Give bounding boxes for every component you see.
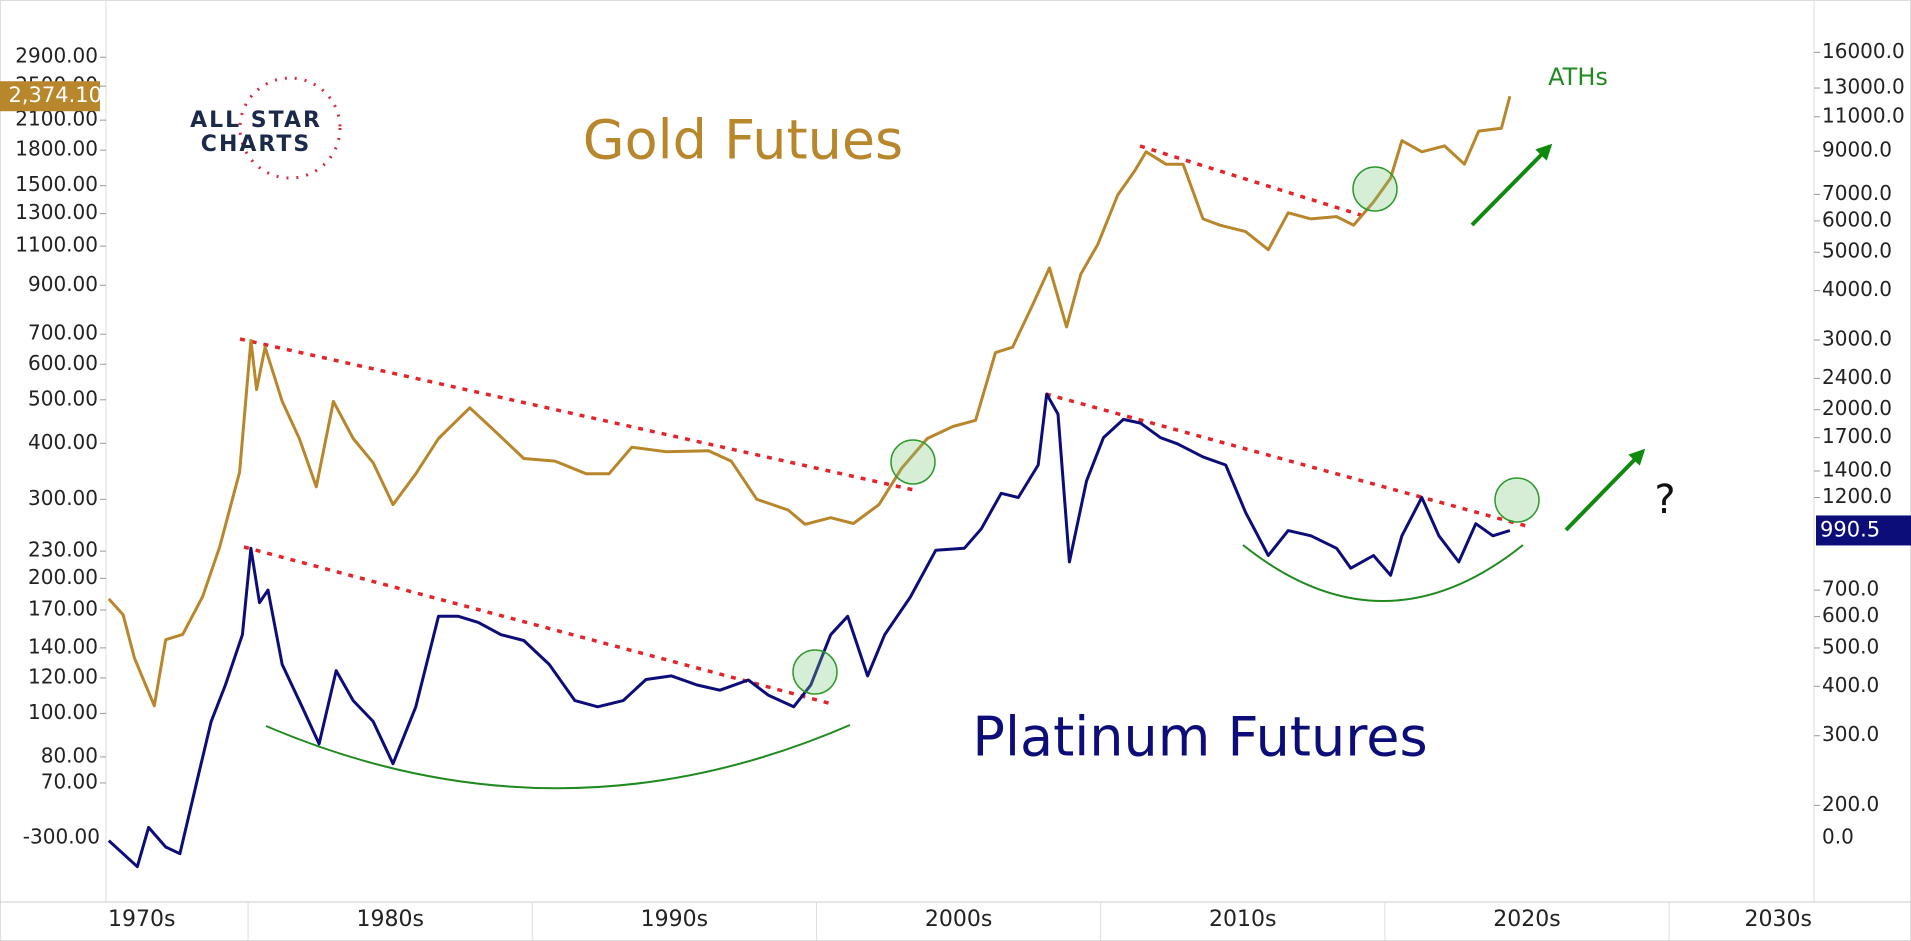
- y2-tick-label: 1200.0: [1822, 484, 1892, 508]
- last-price-label: 990.5: [1820, 517, 1880, 541]
- y-tick-label: 2100.00: [15, 107, 98, 131]
- y2-tick-label: 5000.0: [1822, 239, 1892, 263]
- y2-tick-label: 300.0: [1822, 722, 1879, 746]
- series-label: Platinum Futures: [972, 706, 1427, 769]
- y-tick-label: 70.00: [41, 769, 98, 793]
- y-tick-label: 900.00: [28, 272, 98, 296]
- logo-text: ALL STAR: [190, 108, 322, 133]
- y2-tick-label: 11000.0: [1822, 103, 1905, 127]
- arrow: [1564, 448, 1646, 532]
- y2-tick-label: 13000.0: [1822, 75, 1905, 99]
- y2-tick-label: 700.0: [1822, 577, 1879, 601]
- y2-tick-label: 4000.0: [1822, 277, 1892, 301]
- logo-text: CHARTS: [201, 132, 311, 157]
- x-tick-label: 1980s: [356, 907, 423, 932]
- x-tick-label: 2030s: [1745, 907, 1812, 932]
- last-price-label: 2,374.10: [8, 83, 102, 107]
- y2-tick-label: 6000.0: [1822, 207, 1892, 231]
- x-tick-label: 1970s: [108, 907, 175, 932]
- y-tick-label: 230.00: [28, 538, 98, 562]
- y-tick-label: 1300.00: [15, 200, 98, 224]
- y2-tick-label: 1400.0: [1822, 458, 1892, 482]
- y-tick-label: 400.00: [28, 430, 98, 454]
- y-tick-label: 80.00: [41, 743, 98, 767]
- y-extra-label: -300.00: [23, 825, 100, 849]
- breakout-circle: [890, 439, 936, 485]
- y-tick-label: 120.00: [28, 664, 98, 688]
- x-tick-label: 2000s: [925, 907, 992, 932]
- series-line: [107, 95, 1512, 708]
- y2-tick-label: 2400.0: [1822, 365, 1892, 389]
- x-tick-label: 2020s: [1493, 907, 1560, 932]
- annotation: ?: [1654, 477, 1675, 523]
- last-price-badge: [0, 81, 100, 112]
- annotation: ATHs: [1548, 63, 1608, 91]
- y-tick-label: 200.00: [28, 565, 98, 589]
- y-tick-label: 1100.00: [15, 233, 98, 257]
- y2-tick-label: 200.0: [1822, 792, 1879, 816]
- series-label: Gold Futues: [583, 109, 903, 172]
- y2-tick-label: 1700.0: [1822, 424, 1892, 448]
- y2-tick-label: 16000.0: [1822, 39, 1905, 63]
- plot: [107, 95, 1512, 869]
- y2-tick-label: 600.0: [1822, 603, 1879, 627]
- y-tick-label: 600.00: [28, 351, 98, 375]
- series-line: [107, 392, 1511, 869]
- y-tick-label: 1500.00: [15, 172, 98, 196]
- last-price-badge: [1816, 515, 1911, 546]
- y-tick-label: 2900.00: [15, 44, 98, 68]
- y-tick-label: 170.00: [28, 597, 98, 621]
- y-tick-label: 700.00: [28, 321, 98, 345]
- y2-tick-label: 500.0: [1822, 634, 1879, 658]
- y2-tick-label: 7000.0: [1822, 181, 1892, 205]
- base-arc: [1242, 544, 1524, 602]
- breakout-circle: [1494, 477, 1540, 523]
- trend-line: [243, 545, 833, 706]
- y-tick-label: 140.00: [28, 634, 98, 658]
- y2-tick-label: 3000.0: [1822, 327, 1892, 351]
- y2-tick-label: 9000.0: [1822, 138, 1892, 162]
- trend-line: [1139, 144, 1368, 219]
- y-tick-label: 1800.00: [15, 137, 98, 161]
- base-arc: [265, 724, 851, 790]
- y-tick-label: 300.00: [28, 486, 98, 510]
- logo-ring: [238, 76, 342, 180]
- y2-tick-label: 2000.0: [1822, 396, 1892, 420]
- y-tick-label: 500.00: [28, 386, 98, 410]
- breakout-circle: [792, 649, 838, 695]
- y2-extra-label: 0.0: [1822, 825, 1854, 849]
- x-tick-label: 1990s: [641, 907, 708, 932]
- trend-line: [1045, 392, 1531, 529]
- x-tick-label: 2010s: [1209, 907, 1276, 932]
- arrow: [1470, 143, 1553, 227]
- y2-tick-label: 400.0: [1822, 673, 1879, 697]
- y-tick-label: 100.00: [28, 700, 98, 724]
- logo: ALL STAR CHARTS: [190, 76, 342, 180]
- breakout-circle: [1352, 166, 1398, 212]
